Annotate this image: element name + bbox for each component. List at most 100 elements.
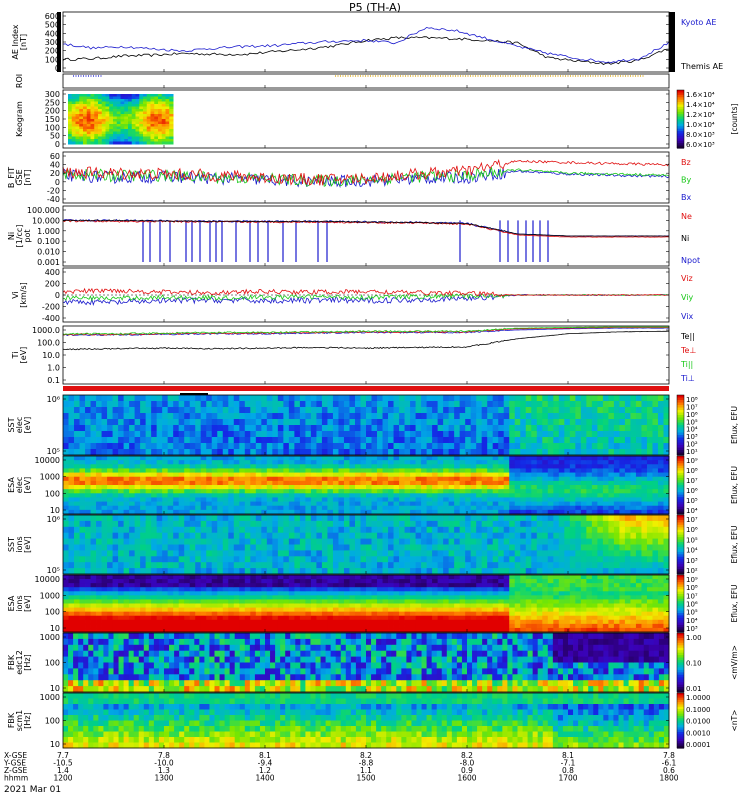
spectrogram-cell (448, 449, 455, 456)
spectrogram-cell (272, 476, 279, 482)
spectrogram-cell (459, 413, 466, 420)
spectrogram-cell (129, 476, 136, 482)
spectrogram-cell (145, 591, 152, 596)
spectrogram-cell (388, 538, 394, 545)
spectrogram-cell (377, 456, 383, 461)
spectrogram-cell (635, 538, 642, 545)
spectrogram-cell (327, 443, 334, 450)
spectrogram-cell (63, 505, 69, 511)
spectrogram-cell (641, 413, 648, 420)
spectrogram-cell (272, 395, 279, 402)
spectrogram-cell (476, 509, 483, 515)
spectrogram-cell (123, 607, 130, 613)
spectrogram-cell (525, 401, 532, 408)
keogram-cell (71, 114, 76, 117)
spectrogram-cell (547, 497, 554, 502)
spectrogram-cell (272, 425, 279, 432)
keogram-cell (135, 106, 140, 110)
spectrogram-cell (646, 489, 653, 494)
spectrogram-cell (283, 544, 290, 551)
spectrogram-cell (74, 497, 80, 502)
spectrogram-cell (498, 460, 505, 465)
spectrogram-cell (415, 456, 422, 461)
spectrogram-cell (222, 460, 229, 465)
spectrogram-cell (415, 485, 422, 490)
spectrogram-cell (222, 505, 229, 511)
spectrogram-cell (222, 619, 229, 625)
spectrogram-cell (178, 419, 185, 426)
spectrogram-cell (542, 472, 549, 478)
spectrogram-cell (101, 480, 108, 486)
spectrogram-cell (371, 493, 378, 498)
spectrogram-cell (250, 456, 257, 461)
spectrogram-cell (316, 476, 323, 482)
spectrogram-cell (547, 437, 554, 444)
spectrogram-cell (310, 550, 317, 557)
spectrogram-cell (266, 456, 273, 461)
spectrogram-cell (586, 407, 593, 414)
spectrogram-cell (531, 419, 538, 426)
spectrogram-cell (470, 437, 477, 444)
spectrogram-cell (151, 607, 158, 613)
spectrogram-cell (624, 419, 631, 426)
spectrogram-cell (354, 532, 361, 539)
spectrogram-cell (349, 497, 356, 502)
spectrogram-cell (316, 544, 323, 551)
spectrogram-cell (564, 413, 571, 420)
spectrogram-cell (310, 419, 317, 426)
spectrogram-cell (470, 544, 477, 551)
spectrogram-cell (123, 413, 130, 420)
spectrogram-cell (277, 413, 284, 420)
spectrogram-cell (481, 538, 488, 545)
spectrogram-cell (244, 568, 251, 575)
spectrogram-cell (74, 456, 80, 461)
spectrogram-cell (354, 464, 361, 469)
spectrogram-cell (343, 562, 350, 569)
spectrogram-cell (151, 464, 158, 469)
spectrogram-cell (211, 583, 218, 588)
spectrogram-cell (255, 515, 262, 522)
spectrogram-cell (211, 401, 218, 408)
spectrogram-cell (343, 568, 350, 575)
spectrogram-cell (465, 544, 472, 551)
spectrogram-cell (388, 407, 394, 414)
spectrogram-cell (399, 395, 405, 402)
spectrogram-cell (156, 603, 163, 608)
spectrogram-cell (250, 544, 257, 551)
keogram-cell (86, 141, 91, 145)
spectrogram-cell (542, 476, 549, 482)
spectrogram-cell (261, 550, 268, 557)
spectrogram-cell (630, 472, 637, 478)
spectrogram-cell (503, 505, 510, 511)
spectrogram-cell (162, 472, 169, 478)
spectrogram-cell (635, 520, 642, 528)
spectrogram-cell (74, 615, 80, 621)
spectrogram-cell (261, 544, 268, 551)
spectrogram-cell (531, 476, 538, 482)
spectrogram-cell (145, 603, 152, 608)
spectrogram-cell (360, 509, 367, 515)
spectrogram-cell (63, 480, 69, 486)
spectrogram-cell (553, 449, 560, 456)
spectrogram-cell (288, 627, 295, 633)
spectrogram-cell (498, 501, 505, 507)
spectrogram-cell (294, 615, 301, 621)
spectrogram-cell (272, 509, 279, 515)
spectrogram-cell (63, 619, 69, 625)
spectrogram-cell (343, 515, 350, 522)
spectrogram-cell (228, 413, 235, 420)
spectrogram-cell (591, 497, 598, 502)
spectrogram-cell (211, 460, 218, 465)
spectrogram-cell (564, 476, 571, 482)
spectrogram-cell (514, 437, 521, 444)
keogram-cell (75, 119, 80, 122)
spectrogram-cell (316, 413, 323, 420)
spectrogram-cell (536, 515, 543, 522)
spectrogram-cell (145, 515, 152, 522)
spectrogram-cell (151, 489, 158, 494)
spectrogram-cell (277, 603, 284, 608)
spectrogram-cell (393, 476, 400, 482)
spectrogram-cell (553, 443, 560, 450)
spectrogram-cell (255, 599, 262, 604)
spectrogram-cell (437, 515, 444, 522)
